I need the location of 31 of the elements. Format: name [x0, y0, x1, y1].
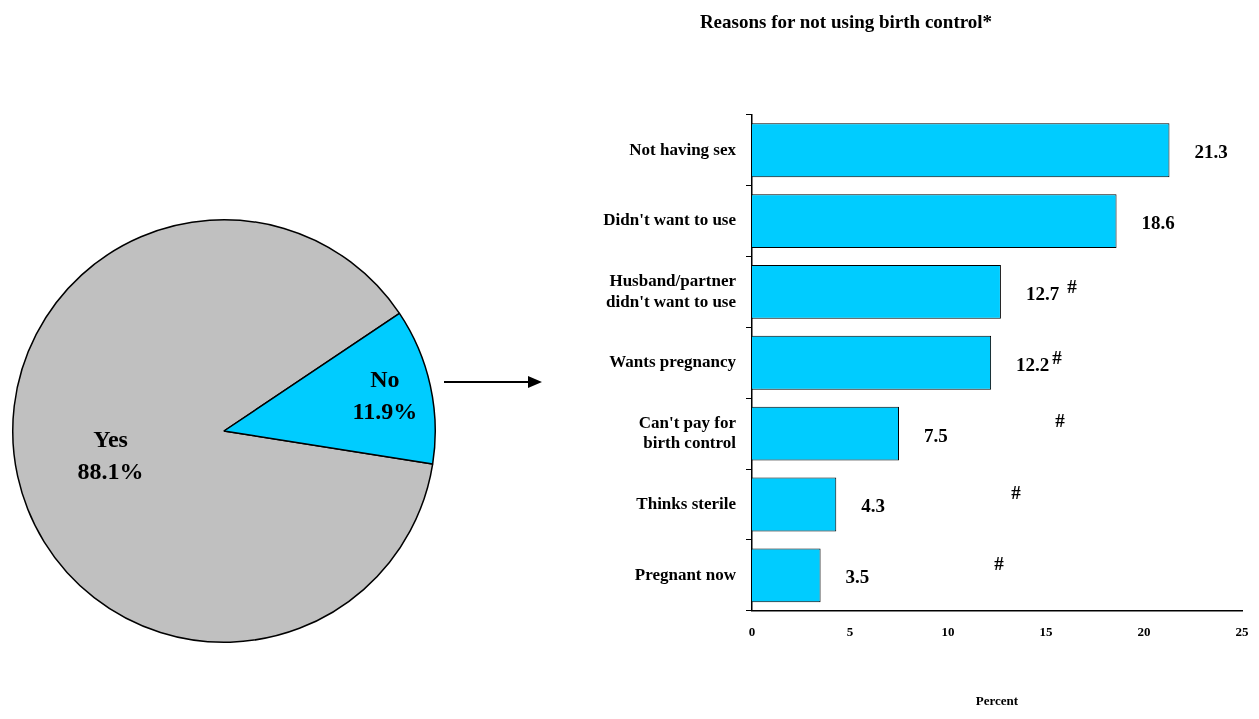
y-tick-label: Thinks sterile: [636, 493, 737, 513]
x-axis-title: Percent: [975, 692, 1019, 708]
data-label: 12.7: [1025, 282, 1060, 304]
x-tick-label: 20: [1137, 623, 1151, 639]
y-tick-label: Didn't want to use: [603, 210, 737, 230]
y-tick-label: Pregnant now: [634, 564, 737, 584]
slice-label: No: [370, 365, 400, 392]
slice-label: Yes: [93, 426, 128, 453]
chart-title: Reasons for not using birth control*: [699, 11, 993, 33]
data-label: 11.9%: [352, 397, 418, 424]
data-label: 12.2: [1016, 353, 1050, 375]
annotation: #: [1011, 482, 1022, 504]
data-label: 18.6: [1141, 211, 1175, 233]
data-label: 88.1%: [77, 458, 144, 485]
annotation: #: [1067, 275, 1078, 297]
y-tick-label: Can't pay for birth control: [638, 412, 737, 453]
annotation: #: [1055, 409, 1066, 431]
y-tick-label: Not having sex: [629, 139, 737, 159]
data-label: 7.5: [924, 424, 948, 446]
data-label: 3.5: [845, 566, 870, 588]
y-tick-label: Wants pregnancy: [609, 352, 737, 372]
annotation: #: [1052, 346, 1063, 368]
x-tick-label: 10: [941, 623, 955, 639]
x-tick-label: 15: [1039, 623, 1053, 639]
x-tick-label: 5: [846, 623, 854, 639]
annotation: #: [994, 553, 1005, 575]
y-tick-label: Husband/partner didn't want to use: [606, 271, 737, 311]
data-label: 21.3: [1194, 141, 1228, 163]
x-tick-label: 0: [748, 623, 756, 639]
x-tick-label: 25: [1235, 623, 1249, 639]
data-label: 4.3: [861, 495, 886, 517]
